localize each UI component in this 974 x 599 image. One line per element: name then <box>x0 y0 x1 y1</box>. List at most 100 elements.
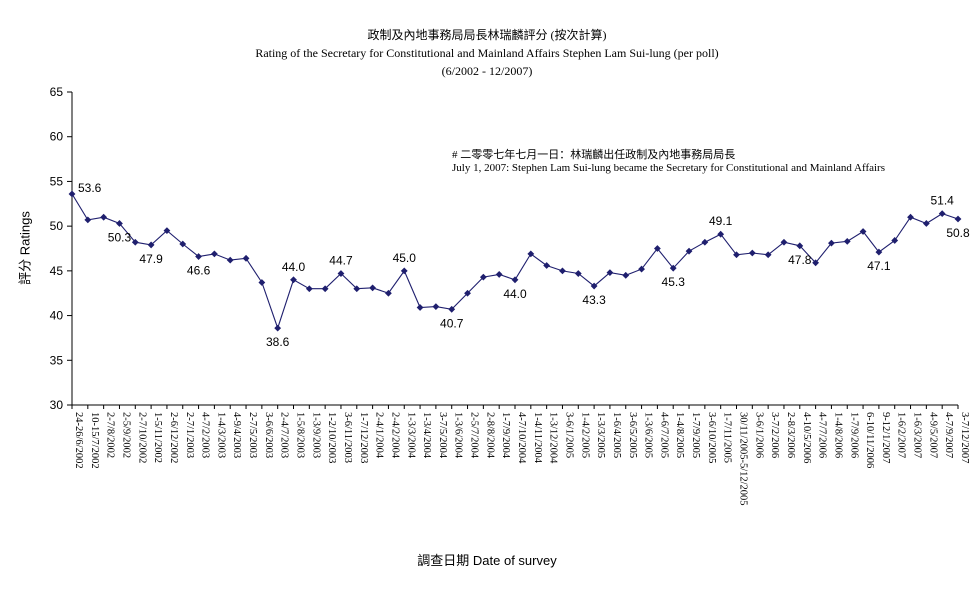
chart-title-chinese: 政制及內地事務局局長林瑞麟評分 (按次計算) <box>367 28 607 42</box>
data-label: 50.3 <box>108 230 132 244</box>
x-tick-label: 3-6/1/2005 <box>563 412 574 458</box>
data-point <box>891 237 899 244</box>
data-label: 51.4 <box>930 194 954 208</box>
data-label: 46.6 <box>187 264 211 278</box>
data-point <box>495 271 503 278</box>
data-point <box>242 254 250 262</box>
x-tick-label: 1-3/6/2005 <box>643 412 654 458</box>
x-tick-label: 2-7/1/2003 <box>184 412 195 458</box>
data-point <box>163 227 171 235</box>
x-tick-label: 3-7/2/2006 <box>769 412 780 458</box>
data-label: 44.0 <box>503 287 527 301</box>
y-axis-label: 評分 Ratings <box>17 211 33 285</box>
x-tick-label: 9-12/1/2007 <box>880 412 891 463</box>
data-point <box>733 251 740 259</box>
data-point <box>400 267 408 275</box>
y-tick-label: 65 <box>50 85 64 99</box>
x-tick-label: 1-7/11/2005 <box>722 412 733 463</box>
data-point <box>701 238 709 246</box>
data-point <box>875 248 883 256</box>
x-tick-label: 6-10/11/2006 <box>864 412 875 468</box>
data-point <box>828 239 835 247</box>
data-point <box>574 270 582 277</box>
x-tick-label: 1-5/11/2002 <box>152 412 163 463</box>
x-tick-label: 1-3/12/2004 <box>548 412 559 464</box>
x-tick-label: 2-5/7/2004 <box>469 412 480 459</box>
x-tick-label: 1-3/9/2003 <box>310 412 321 458</box>
data-point <box>780 238 788 246</box>
data-point <box>511 276 519 284</box>
x-tick-label: 1-2/10/2003 <box>326 412 337 463</box>
x-tick-label: 1-4/11/2004 <box>532 412 543 464</box>
data-point <box>669 264 677 272</box>
x-tick-label: 1-5/8/2003 <box>295 412 306 458</box>
y-tick-label: 50 <box>50 219 64 233</box>
y-tick-label: 30 <box>50 398 64 412</box>
data-label: 47.1 <box>867 259 891 273</box>
data-point <box>748 249 756 257</box>
data-point <box>68 190 76 198</box>
data-point <box>369 284 377 292</box>
data-point <box>479 273 487 281</box>
x-tick-label: 4-9/4/2003 <box>231 412 242 458</box>
data-point <box>606 269 614 277</box>
annotation-english: July 1, 2007: Stephen Lam Sui-lung becam… <box>452 162 885 174</box>
x-tick-label: 3-6/5/2005 <box>627 412 638 458</box>
x-tick-label: 2-7/10/2002 <box>136 412 147 463</box>
data-point <box>179 240 187 248</box>
data-point <box>84 216 92 224</box>
x-tick-label: 4-7/7/2006 <box>817 412 828 458</box>
data-point <box>907 213 914 221</box>
data-point <box>859 228 867 235</box>
data-point <box>147 241 155 249</box>
data-point <box>290 276 297 284</box>
data-point <box>210 250 218 258</box>
data-point <box>938 210 946 218</box>
data-label: 44.7 <box>329 254 353 268</box>
y-tick-label: 45 <box>50 264 64 278</box>
data-point <box>274 324 282 332</box>
data-point <box>653 245 661 252</box>
x-tick-label: 4-9/5/2007 <box>927 412 938 458</box>
data-point <box>796 242 804 250</box>
x-tick-label: 4-7/10/2004 <box>516 412 527 464</box>
chart-date-range: (6/2002 - 12/2007) <box>441 64 533 78</box>
x-tick-label: 1-3/6/2004 <box>453 412 464 459</box>
x-tick-label: 1-6/2/2007 <box>896 412 907 458</box>
data-label: 45.0 <box>393 251 417 265</box>
data-point <box>812 259 820 267</box>
data-point <box>464 289 471 297</box>
x-tick-label: 2-4/7/2003 <box>279 412 290 458</box>
y-tick-label: 60 <box>50 130 64 144</box>
data-point <box>195 253 202 260</box>
x-tick-label: 1-7/9/2005 <box>690 412 701 458</box>
data-point <box>590 282 598 290</box>
x-tick-label: 1-7/9/2006 <box>848 412 859 458</box>
x-tick-label: 2-4/2/2004 <box>389 412 400 459</box>
x-tick-label: 4-10/5/2006 <box>801 412 812 463</box>
y-tick-label: 40 <box>50 309 64 323</box>
series-line <box>71 193 959 330</box>
data-point <box>559 267 566 275</box>
x-tick-label: 2-7/5/2003 <box>247 412 258 458</box>
data-point <box>954 215 962 223</box>
x-tick-label: 1-3/3/2004 <box>405 412 416 459</box>
x-tick-label: 1-6/4/2005 <box>611 412 622 458</box>
x-tick-label: 1-3/4/2004 <box>421 412 432 459</box>
data-point <box>527 250 535 258</box>
data-label: 45.3 <box>662 275 686 289</box>
x-tick-label: 4-7/2/2003 <box>200 412 211 458</box>
data-point <box>385 289 392 297</box>
x-tick-label: 1-4/3/2003 <box>215 412 226 458</box>
data-point <box>717 230 725 238</box>
data-point <box>622 271 630 279</box>
x-axis-label: 調查日期 Date of survey <box>417 553 557 568</box>
x-tick-label: 3-6/10/2005 <box>706 412 717 463</box>
data-point <box>432 303 440 311</box>
data-label: 47.8 <box>788 253 812 267</box>
chart-title-english: Rating of the Secretary for Constitution… <box>255 46 719 60</box>
data-point <box>685 247 693 255</box>
x-tick-label: 1-4/2/2005 <box>579 412 590 458</box>
data-label: 53.6 <box>78 181 102 195</box>
